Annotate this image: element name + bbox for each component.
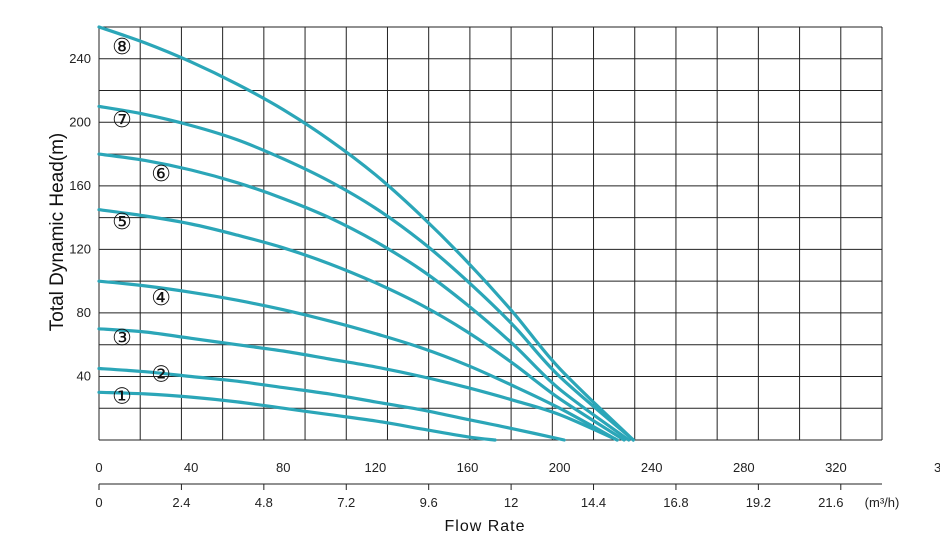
curve-label-8: ⑧ [112,35,132,60]
series-line-1 [97,390,497,442]
x-tick-label-m3h: 12 [504,495,518,510]
curve-label-3: ③ [112,326,132,351]
curve-label-5: ⑤ [112,210,132,235]
x-axis-lmin: 0 40 80 120 160 200 240 280 320 340 (L/min) [95,460,940,475]
series-line-2 [97,366,566,442]
x-tick-label-lmin: 200 [549,460,571,475]
series-line-5 [97,208,626,442]
x-tick-label-lmin: 240 [641,460,663,475]
x-tick-label-lmin: 320 [825,460,847,475]
y-axis-label: Total Dynamic Head(m) [47,133,68,332]
y-axis-ticks: 40 80 120 160 200 240 [69,51,91,384]
y-tick-label: 80 [77,305,91,320]
x-tick-label-m3h: 21.6 [818,495,843,510]
curve-label-2: ② [151,362,171,387]
x-tick-label-lmin: 280 [733,460,755,475]
series-line-6 [97,152,631,442]
series-line-7 [97,104,635,442]
x-tick-label-lmin: 340 (L/min) [934,460,940,475]
x-tick-label-lmin: 80 [276,460,290,475]
series-line-8 [97,25,635,442]
y-tick-label: 40 [77,368,91,383]
series-line-3 [97,327,619,442]
y-tick-label: 160 [69,178,91,193]
curve-label-1: ① [112,385,132,410]
x-tick-label-m3h: 0 [95,495,102,510]
x-tick-label-m3h: 9.6 [420,495,438,510]
curve-label-6: ⑥ [151,162,171,187]
x-tick-label-lmin: 0 [95,460,102,475]
x-tick-label-m3h: 7.2 [337,495,355,510]
x-tick-label-m3h: 19.2 [746,495,771,510]
series-line-4 [97,279,619,442]
x-tick-label-m3h: 4.8 [255,495,273,510]
x-axis-m3h: 0 2.4 4.8 7.2 9.6 12 14.4 16.8 19.2 21.6 [95,483,882,510]
curve-label-4: ④ [151,286,171,311]
curve-label-7: ⑦ [112,108,132,133]
x-tick-label-m3h: 16.8 [663,495,688,510]
x-axis-label: Flow Rate [444,518,525,535]
x-unit-m3h: (m³/h) [865,495,900,510]
y-tick-label: 200 [69,114,91,129]
x-tick-label-m3h: 14.4 [581,495,606,510]
series-curves [97,25,635,442]
x-tick-label-m3h: 2.4 [172,495,190,510]
y-tick-label: 120 [69,241,91,256]
x-tick-label-lmin: 160 [457,460,479,475]
grid [98,26,883,441]
y-tick-label: 240 [69,51,91,66]
x-tick-label-lmin: 120 [365,460,387,475]
x-tick-label-lmin: 40 [184,460,198,475]
